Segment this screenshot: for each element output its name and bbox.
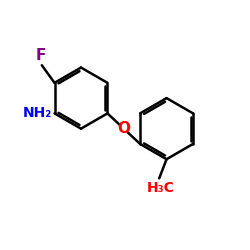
Text: NH₂: NH₂ <box>22 106 52 120</box>
Text: H₃C: H₃C <box>146 181 174 195</box>
Text: F: F <box>36 48 46 63</box>
Text: O: O <box>117 121 130 136</box>
